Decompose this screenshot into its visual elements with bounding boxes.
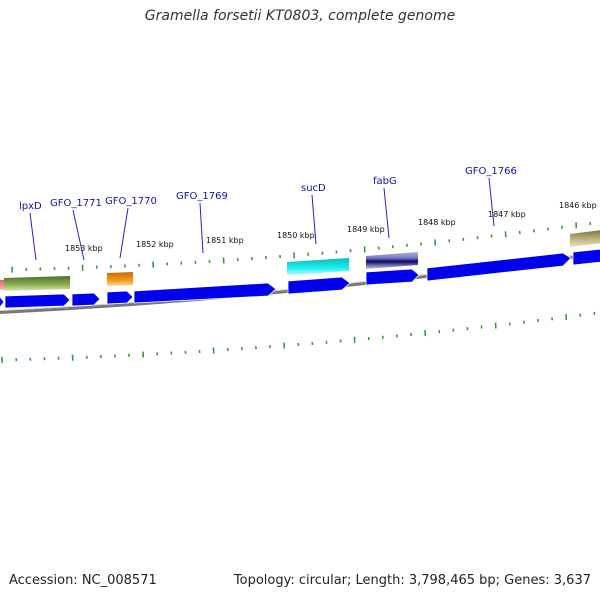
gene-arrow-gfo1766[interactable] bbox=[426, 252, 572, 282]
inner-tick-row bbox=[1, 311, 596, 363]
gene-labels: lpxD GFO_1771 GFO_1770 GFO_1769 sucD fab… bbox=[19, 166, 517, 261]
gene-label-fabG[interactable]: fabG bbox=[373, 176, 397, 187]
feature-gfo1770-orange[interactable] bbox=[107, 272, 133, 286]
gene-arrow-right-edge[interactable] bbox=[572, 248, 600, 266]
kbp-scale: 1853 kbp 1852 kbp 1851 kbp 1850 kbp 1849… bbox=[65, 201, 597, 253]
gene-label-lpxD[interactable]: lpxD bbox=[19, 201, 42, 212]
leader-line-gfo1766 bbox=[488, 177, 495, 227]
accession-text: Accession: NC_008571 bbox=[9, 573, 157, 588]
gene-label-gfo1769[interactable]: GFO_1769 bbox=[176, 191, 228, 202]
gene-label-gfo1770[interactable]: GFO_1770 bbox=[105, 196, 157, 207]
gene-arrow-sucD[interactable] bbox=[287, 276, 351, 295]
feature-pink[interactable] bbox=[0, 280, 4, 290]
kbp-label-1847: 1847 kbp bbox=[488, 210, 526, 219]
gene-arrow-left-edge[interactable] bbox=[0, 296, 5, 308]
leader-line-fabG bbox=[383, 187, 390, 239]
gene-arrow-fabG[interactable] bbox=[365, 268, 420, 286]
gene-arrow-gfo1770[interactable] bbox=[106, 290, 134, 305]
leader-line-gfo1770 bbox=[119, 207, 129, 259]
kbp-label-1852: 1852 kbp bbox=[136, 240, 174, 249]
map-title: Gramella forsetii KT0803, complete genom… bbox=[144, 8, 456, 24]
feature-sucD-cyan[interactable] bbox=[287, 258, 349, 275]
gene-label-gfo1766[interactable]: GFO_1766 bbox=[465, 166, 517, 177]
feature-olive[interactable] bbox=[570, 230, 600, 247]
kbp-label-1846: 1846 kbp bbox=[559, 201, 597, 210]
gene-arrow-gfo1771[interactable] bbox=[71, 292, 101, 307]
gene-arrow-lpxD[interactable] bbox=[4, 293, 71, 309]
leader-line-lpxD bbox=[29, 212, 37, 261]
kbp-label-1850: 1850 kbp bbox=[277, 231, 315, 240]
kbp-label-1849: 1849 kbp bbox=[347, 225, 385, 234]
gene-arrow-track bbox=[0, 248, 600, 309]
feature-track bbox=[0, 230, 600, 291]
outer-tick-row bbox=[11, 221, 592, 273]
gene-label-gfo1771[interactable]: GFO_1771 bbox=[50, 198, 102, 209]
feature-lpxD-green[interactable] bbox=[4, 276, 70, 291]
kbp-label-1853: 1853 kbp bbox=[65, 244, 103, 253]
kbp-label-1848: 1848 kbp bbox=[418, 218, 456, 227]
kbp-label-1851: 1851 kbp bbox=[206, 236, 244, 245]
gene-label-sucD[interactable]: sucD bbox=[301, 183, 326, 194]
genome-summary-text: Topology: circular; Length: 3,798,465 bp… bbox=[233, 573, 591, 588]
leader-line-gfo1769 bbox=[199, 202, 204, 254]
leader-line-sucD bbox=[311, 194, 317, 245]
gene-arrow-gfo1769[interactable] bbox=[133, 282, 277, 304]
feature-fabG-purple[interactable] bbox=[366, 252, 418, 269]
leader-line-gfo1771 bbox=[72, 209, 85, 261]
